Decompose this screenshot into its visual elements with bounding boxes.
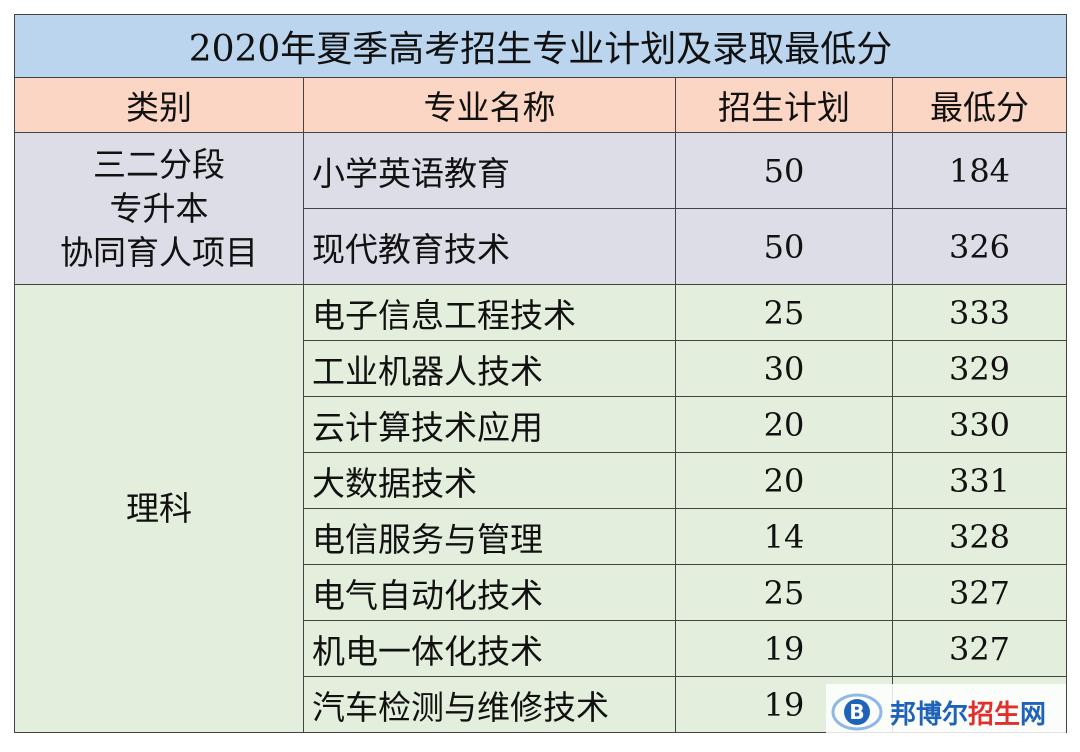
min-score-cell: 328 [892, 508, 1067, 565]
plan-cell: 20 [675, 396, 893, 453]
major-cell: 工业机器人技术 [303, 340, 676, 397]
header-min-score: 最低分 [892, 77, 1067, 133]
min-score-cell: 331 [892, 452, 1067, 509]
table-row: 现代教育技术 50 326 [15, 208, 1067, 285]
watermark-text-blue: 邦博尔 [890, 699, 969, 730]
category-cell-sanerfenduan: 三二分段 专升本 协同育人项目 [14, 132, 304, 285]
min-score-cell: 333 [892, 284, 1067, 341]
major-cell: 电气自动化技术 [303, 564, 676, 621]
table-header-row: 类别 专业名称 招生计划 最低分 [14, 77, 1067, 133]
category-line: 理科 [126, 488, 192, 528]
category-line: 三二分段 [93, 144, 225, 184]
plan-cell: 50 [675, 208, 893, 285]
table-row: 工业机器人技术 30 329 [15, 340, 1067, 397]
admission-table-container: 2020年夏季高考招生专业计划及录取最低分 类别 专业名称 招生计划 最低分 三… [14, 14, 1067, 740]
table-title-row: 2020年夏季高考招生专业计划及录取最低分 [14, 14, 1067, 78]
plan-cell: 19 [675, 620, 893, 677]
major-cell: 现代教育技术 [303, 208, 676, 285]
min-score-cell: 327 [892, 620, 1067, 677]
table-title: 2020年夏季高考招生专业计划及录取最低分 [14, 14, 1067, 78]
major-cell: 电信服务与管理 [303, 508, 676, 565]
header-category: 类别 [14, 77, 304, 133]
category-line: 专升本 [109, 188, 209, 228]
watermark-text: 邦博尔招生网 [890, 694, 1046, 731]
site-watermark: B 邦博尔招生网 [826, 684, 1066, 740]
plan-cell: 30 [675, 340, 893, 397]
category-line: 协同育人项目 [60, 232, 258, 272]
major-cell: 大数据技术 [303, 452, 676, 509]
plan-cell: 20 [675, 452, 893, 509]
min-score-cell: 184 [892, 132, 1067, 209]
min-score-cell: 330 [892, 396, 1067, 453]
table-row: 机电一体化技术 19 327 [15, 620, 1067, 677]
min-score-cell: 327 [892, 564, 1067, 621]
table-row: 三二分段 专升本 协同育人项目 小学英语教育 50 184 [14, 132, 1067, 285]
min-score-cell: 329 [892, 340, 1067, 397]
header-plan: 招生计划 [675, 77, 893, 133]
watermark-text-red: 招生 [968, 699, 1021, 730]
header-major: 专业名称 [303, 77, 676, 133]
major-cell: 小学英语教育 [303, 132, 676, 209]
table-row: 电气自动化技术 25 327 [15, 564, 1067, 621]
plan-cell: 14 [675, 508, 893, 565]
table-row: 云计算技术应用 20 330 [15, 396, 1067, 453]
major-cell: 云计算技术应用 [303, 396, 676, 453]
major-cell: 汽车检测与维修技术 [303, 676, 676, 733]
table-row: 理科 电子信息工程技术 25 333 [14, 284, 1067, 733]
watermark-text-blue2: 网 [1020, 699, 1047, 730]
plan-cell: 25 [675, 284, 893, 341]
major-cell: 机电一体化技术 [303, 620, 676, 677]
admission-table: 2020年夏季高考招生专业计划及录取最低分 类别 专业名称 招生计划 最低分 三… [14, 14, 1067, 733]
category-cell-like: 理科 [14, 284, 304, 733]
min-score-cell: 326 [892, 208, 1067, 285]
major-cell: 电子信息工程技术 [303, 284, 676, 341]
table-row: 大数据技术 20 331 [15, 452, 1067, 509]
svg-text:B: B [849, 700, 864, 724]
plan-cell: 25 [675, 564, 893, 621]
plan-cell: 50 [675, 132, 893, 209]
b-circle-logo-icon: B [830, 692, 884, 732]
